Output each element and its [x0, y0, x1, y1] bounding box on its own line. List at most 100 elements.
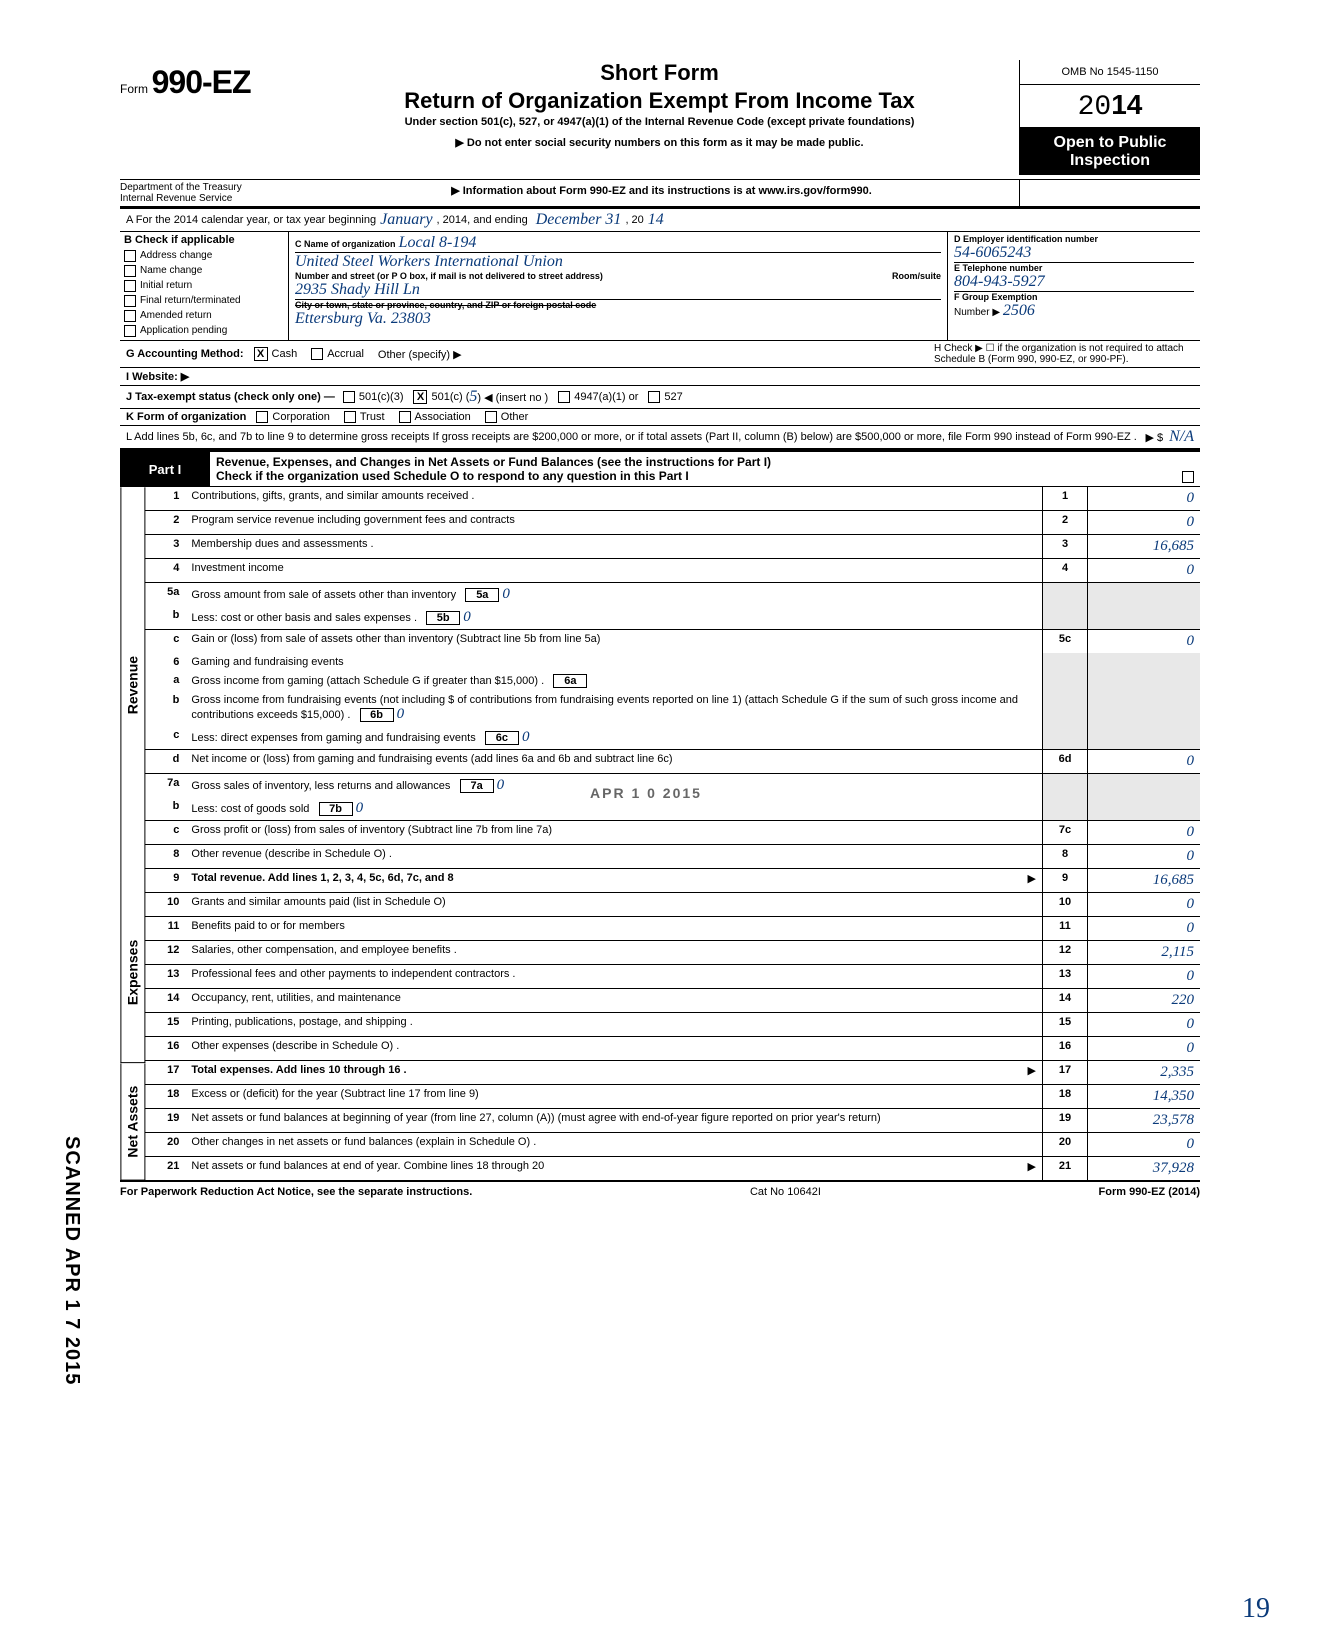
c-label: C Name of organization	[295, 239, 396, 249]
main-grid: Revenue Expenses Net Assets 1Contributio…	[120, 486, 1200, 1180]
chk-other[interactable]	[485, 411, 497, 423]
tax-year-end-yy[interactable]: 14	[648, 211, 664, 229]
part1-label: Part I	[120, 452, 210, 486]
open-public-2: Inspection	[1022, 152, 1198, 170]
phone[interactable]: 804-943-5927	[954, 273, 1194, 291]
f-number-row: Number ▶ 2506	[954, 302, 1194, 320]
chk-schedule-o[interactable]	[1182, 471, 1194, 483]
line-21: 21Net assets or fund balances at end of …	[145, 1157, 1200, 1181]
room-label: Room/suite	[892, 271, 941, 281]
k-corp: Corporation	[272, 411, 329, 423]
line-15: 15Printing, publications, postage, and s…	[145, 1013, 1200, 1037]
dept-right-spacer	[1019, 180, 1200, 206]
group-exemption[interactable]: 2506	[1003, 302, 1035, 319]
line-10: 10Grants and similar amounts paid (list …	[145, 893, 1200, 917]
j-501c: 501(c) (	[431, 391, 469, 403]
omb-number: OMB No 1545-1150	[1020, 60, 1200, 85]
chk-501c3[interactable]	[343, 391, 355, 403]
l-value[interactable]: N/A	[1169, 428, 1194, 446]
j-label: J Tax-exempt status (check only one) —	[126, 391, 335, 403]
k-label: K Form of organization	[126, 411, 246, 423]
l-arrow: ▶ $	[1145, 431, 1163, 444]
vlabel-expenses: Expenses	[120, 882, 145, 1063]
line-7c: cGross profit or (loss) from sales of in…	[145, 821, 1200, 845]
line-5c: cGain or (loss) from sale of assets othe…	[145, 630, 1200, 654]
chk-assoc[interactable]	[399, 411, 411, 423]
col-c-name: C Name of organization Local 8-194 Unite…	[289, 232, 948, 340]
tax-year-begin[interactable]: January	[380, 211, 432, 229]
j-501c-num[interactable]: 5	[469, 388, 477, 406]
g-accrual: Accrual	[327, 348, 364, 360]
chk-527[interactable]	[648, 391, 660, 403]
footer-left: For Paperwork Reduction Act Notice, see …	[120, 1186, 472, 1198]
form-number: 990-EZ	[152, 64, 251, 100]
title-main: Return of Organization Exempt From Incom…	[308, 88, 1011, 114]
l-text: L Add lines 5b, 6c, and 7b to line 9 to …	[126, 431, 1145, 443]
line-6a: aGross income from gaming (attach Schedu…	[145, 671, 1200, 691]
tax-year-end[interactable]: December 31	[536, 211, 622, 229]
org-name-2-row: United Steel Workers International Union	[295, 252, 941, 271]
open-public: Open to Public Inspection	[1020, 128, 1200, 175]
chk-initial-return[interactable]: Initial return	[124, 278, 284, 293]
j-501c-tail: ) ◀ (insert no )	[477, 391, 548, 404]
org-name-2[interactable]: United Steel Workers International Union	[295, 253, 563, 270]
omb-box: OMB No 1545-1150 2014 Open to Public Ins…	[1019, 60, 1200, 175]
col-def: D Employer identification number 54-6065…	[948, 232, 1200, 340]
chk-cash[interactable]: X	[254, 347, 268, 361]
k-assoc: Association	[415, 411, 471, 423]
e-label: E Telephone number	[954, 262, 1194, 273]
header: Form 990-EZ Short Form Return of Organiz…	[120, 60, 1200, 180]
j-527: 527	[664, 391, 682, 403]
title-sub: Under section 501(c), 527, or 4947(a)(1)…	[308, 116, 1011, 128]
chk-501c[interactable]: X	[413, 390, 427, 404]
chk-accrual[interactable]	[311, 348, 323, 360]
chk-final-return[interactable]: Final return/terminated	[124, 293, 284, 308]
form-number-box: Form 990-EZ	[120, 60, 300, 101]
dept-treasury: Department of the Treasury	[120, 182, 300, 193]
part1-title: Revenue, Expenses, and Changes in Net As…	[210, 452, 1200, 486]
line-4: 4Investment income40	[145, 559, 1200, 583]
k-trust: Trust	[360, 411, 385, 423]
line-18: 18Excess or (deficit) for the year (Subt…	[145, 1085, 1200, 1109]
ein[interactable]: 54-6065243	[954, 244, 1194, 262]
line-6b: bGross income from fundraising events (n…	[145, 691, 1200, 726]
received-stamp: APR 1 0 2015	[590, 785, 702, 801]
chk-address-change[interactable]: Address change	[124, 248, 284, 263]
chk-trust[interactable]	[344, 411, 356, 423]
line-9: 9Total revenue. Add lines 1, 2, 3, 4, 5c…	[145, 869, 1200, 893]
chk-amended-return[interactable]: Amended return	[124, 308, 284, 323]
org-name[interactable]: Local 8-194	[399, 234, 477, 251]
line-a-prefix: A For the 2014 calendar year, or tax yea…	[126, 214, 376, 226]
addr-label: Number and street (or P O box, if mail i…	[295, 271, 603, 281]
chk-name-change[interactable]: Name change	[124, 263, 284, 278]
part1-check-o: Check if the organization used Schedule …	[216, 469, 689, 483]
f-label: F Group Exemption	[954, 291, 1194, 302]
line-6d: dNet income or (loss) from gaming and fu…	[145, 750, 1200, 774]
row-j: J Tax-exempt status (check only one) — 5…	[120, 385, 1200, 408]
chk-corp[interactable]	[256, 411, 268, 423]
info-link: ▶ Information about Form 990-EZ and its …	[304, 180, 1019, 206]
chk-4947[interactable]	[558, 391, 570, 403]
line-5b: bLess: cost or other basis and sales exp…	[145, 606, 1200, 630]
city-state-zip[interactable]: Ettersburg Va. 23803	[295, 310, 941, 328]
d-label: D Employer identification number	[954, 234, 1194, 244]
line-13: 13Professional fees and other payments t…	[145, 965, 1200, 989]
note-ssn: ▶ Do not enter social security numbers o…	[308, 136, 1011, 149]
row-k: K Form of organization Corporation Trust…	[120, 408, 1200, 425]
line-a-mid: , 2014, and ending	[437, 214, 528, 226]
j-501c3: 501(c)(3)	[359, 391, 404, 403]
chk-application-pending[interactable]: Application pending	[124, 323, 284, 338]
street-address[interactable]: 2935 Shady Hill Ln	[295, 281, 941, 299]
line-3: 3Membership dues and assessments .316,68…	[145, 535, 1200, 559]
line-16: 16Other expenses (describe in Schedule O…	[145, 1037, 1200, 1061]
k-other: Other	[501, 411, 529, 423]
lines-table: 1Contributions, gifts, grants, and simil…	[145, 487, 1200, 1180]
line-12: 12Salaries, other compensation, and empl…	[145, 941, 1200, 965]
row-i: I Website: ▶	[120, 367, 1200, 385]
h-label: H Check ▶ ☐ if the organization is not r…	[934, 343, 1194, 365]
page-number: 19	[1242, 1593, 1270, 1625]
part1-title-text: Revenue, Expenses, and Changes in Net As…	[216, 455, 771, 469]
line-11: 11Benefits paid to or for members110	[145, 917, 1200, 941]
col-b-checks: B Check if applicable Address change Nam…	[120, 232, 289, 340]
row-l: L Add lines 5b, 6c, and 7b to line 9 to …	[120, 425, 1200, 450]
